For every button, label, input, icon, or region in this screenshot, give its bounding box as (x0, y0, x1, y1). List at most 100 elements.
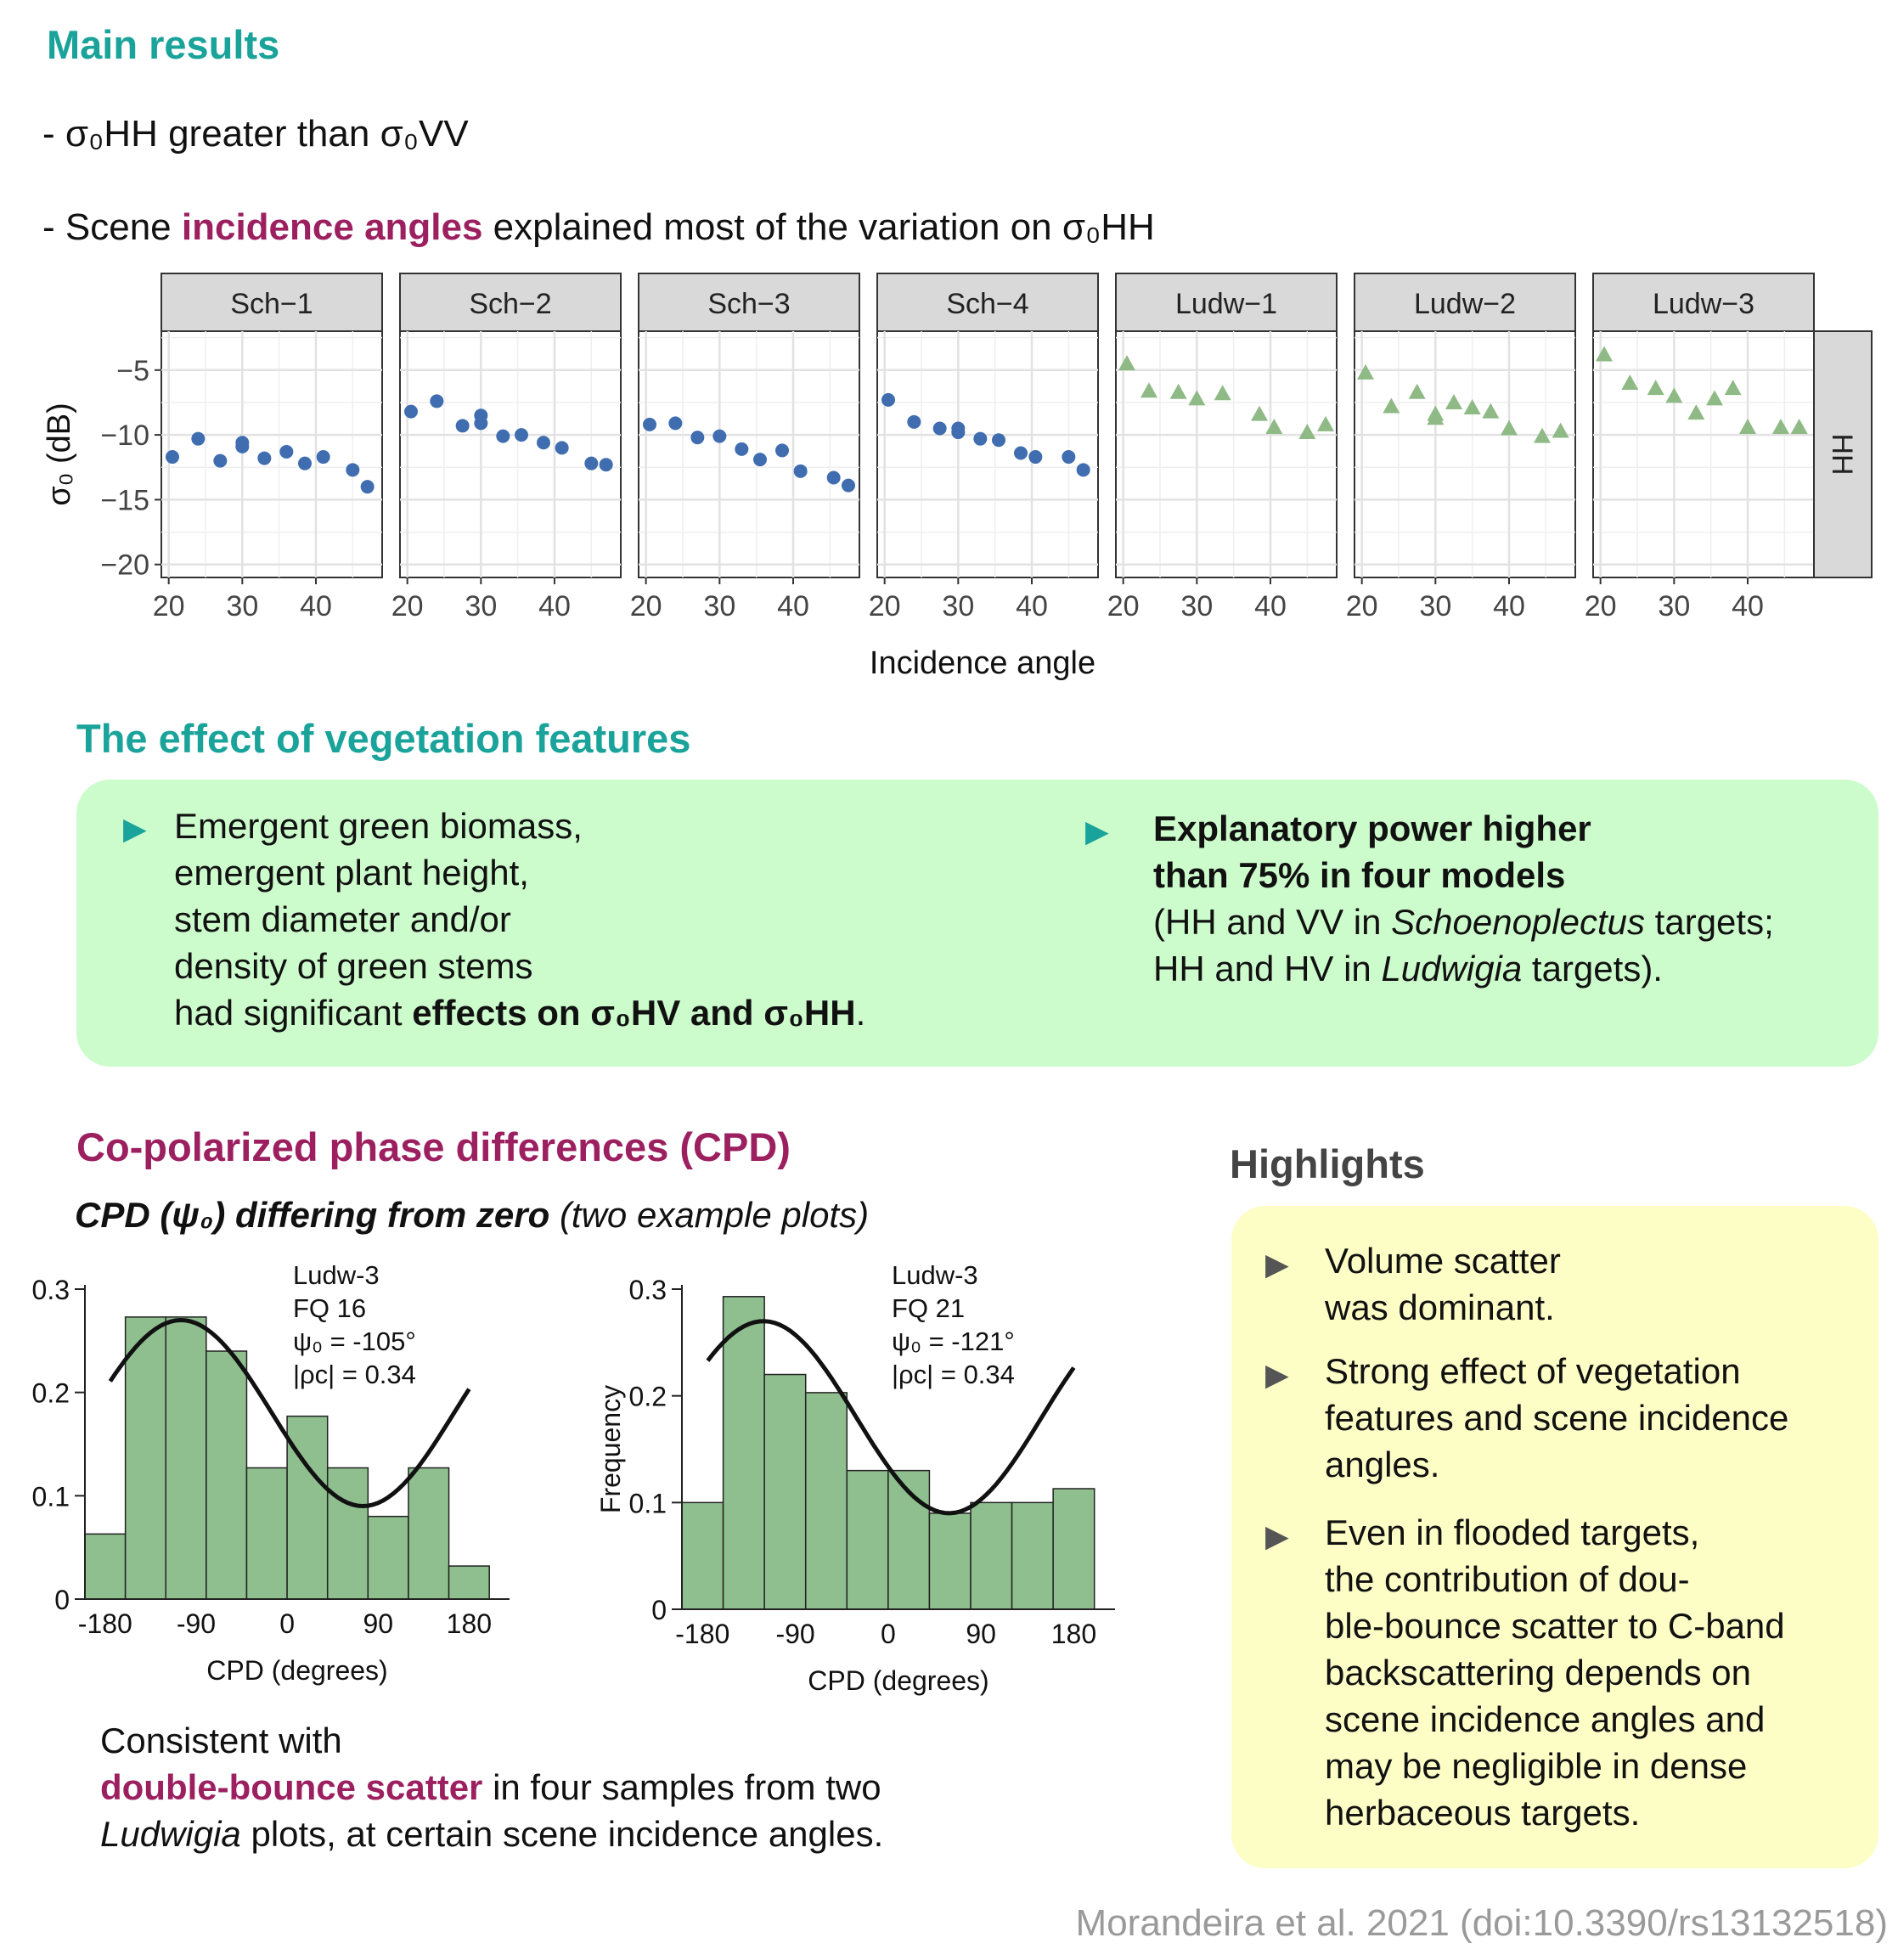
facet-panel: Ludw−2 20 30 40 (1346, 273, 1576, 622)
x-tick-label: 40 (1493, 590, 1525, 622)
facet-panel: Ludw−3 20 30 40 (1585, 273, 1815, 622)
consistent-line-2: double-bounce scatter in four samples fr… (100, 1764, 883, 1811)
histogram-annotation: ψ₀ = -121° (892, 1326, 1015, 1356)
highlight-line: Volume scatter (1325, 1241, 1561, 1281)
data-point (166, 450, 179, 465)
data-point (191, 431, 206, 446)
right-l4-italic: Ludwigia (1381, 949, 1523, 988)
data-point (753, 453, 767, 467)
right-l3-italic: Schoenoplectus (1391, 902, 1646, 942)
highlight-line: ble-bounce scatter to C-band (1325, 1606, 1785, 1646)
data-point (1445, 393, 1462, 409)
histogram-bar (124, 1316, 166, 1600)
data-point (1427, 409, 1445, 425)
highlight-line: the contribution of dou- (1325, 1559, 1690, 1599)
data-point (1383, 397, 1400, 414)
data-point (1706, 390, 1723, 406)
x-tick-label: -180 (78, 1608, 132, 1639)
y-tick-label: −15 (100, 484, 149, 516)
panel-background (1115, 330, 1338, 578)
highlight-item-1: Volume scatter was dominant. (1325, 1237, 1561, 1331)
x-tick-label: 30 (226, 590, 258, 622)
histogram-annotation: FQ 21 (892, 1293, 965, 1323)
cpd-consistent-text: Consistent with double-bounce scatter in… (100, 1717, 883, 1857)
data-point (404, 404, 418, 419)
x-tick-label: 30 (465, 590, 497, 622)
vegetation-left-line: stem diameter and/or (174, 899, 511, 939)
data-point (298, 456, 312, 470)
y-tick-label: −10 (100, 420, 149, 452)
data-point (1772, 418, 1789, 434)
data-point (793, 464, 808, 478)
cpd-subtitle-rest: (two example plots) (549, 1195, 870, 1235)
consistent-highlight: double-bounce scatter (100, 1767, 483, 1807)
bullet-2-highlight: incidence angles (181, 206, 483, 248)
triangle-bullet-icon: ▶ (1265, 1247, 1289, 1281)
histogram-bar (763, 1373, 807, 1610)
facet-strip (1115, 273, 1338, 332)
x-tick-label: -180 (675, 1619, 729, 1649)
histogram-bar (448, 1565, 490, 1600)
vegetation-left-last-line: had significant effects on σ₀HV and σ₀HH… (174, 989, 865, 1036)
x-tick-label: 40 (300, 590, 332, 622)
x-tick-label: 20 (1346, 590, 1378, 622)
consistent-line-1: Consistent with (100, 1721, 342, 1760)
facet-panel: Sch−3 20 30 40 (630, 273, 860, 622)
histogram-annotation: |ρc| = 0.34 (892, 1360, 1015, 1389)
x-tick-label: 0 (279, 1608, 295, 1639)
histogram-bar (408, 1467, 450, 1600)
data-point (279, 444, 294, 459)
fitted-curve (706, 1319, 1076, 1516)
main-results-bullet-1: - σ₀HH greater than σ₀VV (42, 113, 469, 155)
data-point (643, 417, 656, 431)
facet-strip (638, 273, 860, 332)
data-point (951, 425, 966, 440)
histogram-bar (681, 1501, 724, 1610)
data-point (1298, 424, 1316, 440)
data-point (690, 431, 705, 445)
panel-background (161, 330, 383, 578)
triangle-bullet-icon: ▶ (123, 811, 147, 846)
bullet-2-post: explained most of the variation on σ₀HH (482, 206, 1155, 248)
data-point (1214, 385, 1231, 401)
panel-background (876, 330, 1099, 578)
x-tick-label: 20 (153, 590, 185, 622)
right-line-3: (HH and VV in Schoenoplectus targets; (1153, 898, 1774, 945)
facet-strip (161, 273, 383, 332)
facet-panel: Sch−2 20 30 40 (391, 273, 622, 622)
data-point (712, 429, 727, 443)
histogram-bar (245, 1467, 288, 1600)
data-point (1408, 383, 1426, 399)
data-point (973, 431, 988, 446)
highlight-line: may be negligible in dense (1325, 1746, 1748, 1786)
cpd-subtitle-bold: CPD (ψ₀) differing from zero (75, 1195, 550, 1235)
data-point (555, 441, 569, 455)
data-point (1687, 404, 1705, 420)
data-point (1501, 420, 1518, 436)
y-tick-label: 0.2 (32, 1378, 70, 1409)
data-point (1534, 427, 1551, 443)
data-point (1724, 380, 1742, 396)
x-tick-label: 90 (363, 1608, 393, 1639)
data-point (235, 439, 250, 453)
y-tick-label: −5 (116, 355, 149, 387)
highlight-line: herbaceous targets. (1325, 1793, 1641, 1833)
highlight-line: was dominant. (1325, 1287, 1555, 1327)
y-tick-label: 0.3 (629, 1275, 667, 1305)
y-tick-label: 0 (54, 1585, 70, 1615)
x-tick-label: -90 (775, 1619, 814, 1649)
right-l4-post: targets). (1522, 949, 1663, 988)
data-point (474, 416, 488, 431)
vegetation-box (76, 780, 1878, 1067)
data-point (430, 394, 444, 408)
main-results-bullet-2: - Scene incidence angles explained most … (42, 204, 1155, 251)
fitted-curve (108, 1317, 471, 1509)
highlight-line: scene incidence angles and (1325, 1699, 1766, 1739)
left-last-pre: had significant (174, 993, 413, 1033)
consistent-line-2-rest: in four samples from two (482, 1767, 881, 1807)
data-point (1014, 446, 1028, 460)
x-axis-title: CPD (degrees) (206, 1655, 387, 1686)
highlight-line: angles. (1325, 1445, 1440, 1484)
data-point (881, 392, 895, 407)
data-point (992, 433, 1005, 448)
